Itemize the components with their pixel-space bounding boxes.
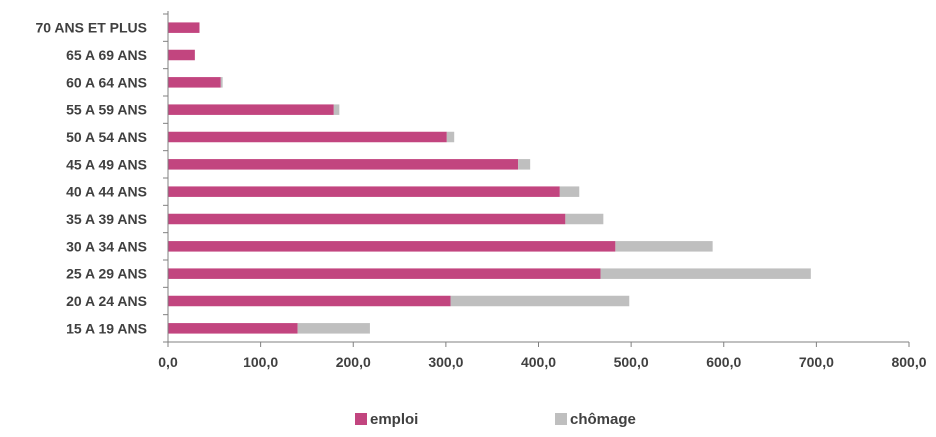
x-tick-label-2: 200,0 — [336, 354, 371, 370]
bar-emploi-5 — [168, 159, 519, 170]
x-tick-label-3: 300,0 — [428, 354, 463, 370]
legend-label-emploi: emploi — [370, 411, 418, 428]
x-tick-label-8: 800,0 — [891, 354, 926, 370]
x-tick-label-4: 400,0 — [521, 354, 556, 370]
category-label-1: 65 A 69 ANS — [66, 47, 147, 63]
category-label-8: 30 A 34 ANS — [66, 238, 147, 254]
x-tick-label-6: 600,0 — [706, 354, 741, 370]
bar-chomage-10 — [450, 295, 630, 307]
category-label-6: 40 A 44 ANS — [66, 184, 147, 200]
bar-chomage-3 — [333, 104, 340, 115]
category-label-10: 20 A 24 ANS — [66, 293, 147, 309]
bar-emploi-9 — [168, 268, 601, 279]
bar-emploi-4 — [168, 131, 447, 143]
bar-emploi-8 — [168, 241, 616, 252]
bar-emploi-10 — [168, 295, 451, 307]
x-tick-label-5: 500,0 — [614, 354, 649, 370]
legend-swatch-chomage — [555, 413, 567, 425]
bar-chomage-11 — [297, 323, 370, 334]
y-axis: 70 ANS ET PLUS 65 A 69 ANS 60 A 64 ANS 55 A… — [35, 11, 169, 343]
bar-emploi-6 — [168, 186, 560, 197]
bar-emploi-2 — [168, 77, 221, 88]
bar-chomage-6 — [559, 186, 580, 197]
category-label-2: 60 A 64 ANS — [66, 74, 147, 90]
bar-chomage-2 — [220, 77, 223, 88]
legend-label-chomage: chômage — [570, 411, 636, 428]
bar-emploi-3 — [168, 104, 334, 115]
category-label-7: 35 A 39 ANS — [66, 211, 147, 227]
category-label-4: 50 A 54 ANS — [66, 129, 147, 145]
x-tick-label-1: 100,0 — [243, 354, 278, 370]
legend-swatch-emploi — [355, 413, 367, 425]
bar-chomage-4 — [446, 131, 455, 143]
category-label-3: 55 A 59 ANS — [66, 102, 147, 118]
legend: emploi chômage — [355, 411, 636, 428]
bars-group — [168, 22, 811, 334]
bar-chomage-7 — [565, 213, 604, 225]
bar-chomage-5 — [518, 159, 531, 170]
category-label-11: 15 A 19 ANS — [66, 320, 147, 336]
x-tick-label-7: 700,0 — [799, 354, 834, 370]
x-tick-label-0: 0,0 — [158, 354, 178, 370]
bar-chomage-8 — [615, 241, 713, 252]
bar-emploi-7 — [168, 213, 566, 225]
bar-emploi-0 — [168, 22, 200, 33]
x-axis: 0,0 100,0 200,0 300,0 400,0 500,0 600,0 700,0 80… — [158, 341, 927, 370]
bar-emploi-11 — [168, 323, 298, 334]
category-label-5: 45 A 49 ANS — [66, 156, 147, 172]
category-label-9: 25 A 29 ANS — [66, 266, 147, 282]
bar-emploi-1 — [168, 49, 195, 61]
category-label-0: 70 ANS ET PLUS — [35, 20, 147, 36]
bar-chomage-9 — [600, 268, 811, 279]
